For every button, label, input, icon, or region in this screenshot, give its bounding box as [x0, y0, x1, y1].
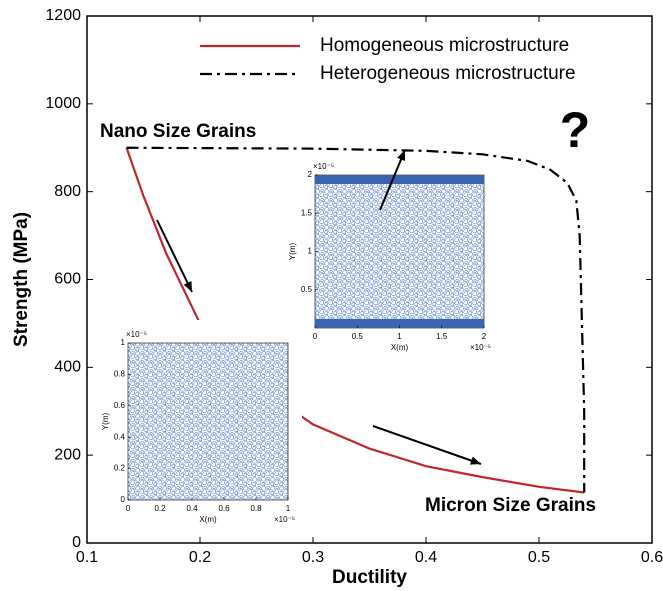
x-axis-label: X(m)	[199, 515, 217, 524]
inset: 0 0.5 1 1.5 2 0.5 1 1.5 2 X(m) Y(m) ×10⁻⁵ ×10⁻⁵	[288, 162, 497, 359]
y-scale-label: ×10⁻⁵	[313, 162, 334, 171]
y-axis-label: Y(m)	[101, 413, 110, 431]
y-tick-label: 800	[54, 183, 81, 200]
y-scale-label: ×10⁻⁵	[126, 330, 147, 339]
x-tick-label: 1	[286, 504, 291, 513]
y-tick-label: 0.4	[114, 432, 126, 441]
x-tick-label: 0.5	[352, 332, 364, 341]
x-tick-label: 0.2	[154, 504, 166, 513]
y-tick-label: 0.8	[114, 370, 126, 379]
y-tick-label: 1000	[45, 95, 81, 112]
y-tick-label: 400	[54, 359, 81, 376]
y-tick-label: 1.5	[301, 208, 313, 217]
arrow	[373, 426, 481, 464]
x-tick-label: 0.8	[250, 504, 262, 513]
x-tick-label: 0.6	[218, 504, 230, 513]
arrow-head	[397, 150, 405, 161]
chart: 0 0.2 0.4 0.6 0.8 1 0 0.2 0.4 0.6 0.8 1 X(m) Y(m) ×10⁻…	[0, 0, 663, 591]
y-tick-label: 1	[308, 247, 313, 256]
y-axis-label: Y(m)	[288, 243, 297, 261]
inset: 0 0.2 0.4 0.6 0.8 1 0 0.2 0.4 0.6 0.8 1 X(m) Y(m) ×10⁻…	[101, 320, 302, 532]
dense-band	[315, 175, 484, 184]
x-tick-label: 0	[126, 504, 131, 513]
x-axis-label: Ductility	[332, 567, 407, 588]
x-scale-label: ×10⁻⁵	[274, 515, 295, 524]
arrow	[157, 220, 192, 292]
x-tick-label: 0.4	[186, 504, 198, 513]
mesh	[315, 175, 484, 328]
legend-label: Homogeneous microstructure	[320, 35, 569, 56]
y-axis-label: Strength (MPa)	[11, 212, 32, 347]
y-tick-label: 1	[121, 338, 126, 347]
x-tick-label: 0.6	[641, 549, 663, 566]
x-tick-label: 0.5	[528, 549, 550, 566]
x-scale-label: ×10⁻⁵	[470, 343, 491, 352]
y-tick-label: 1200	[45, 7, 81, 24]
y-tick-label: 0	[72, 534, 81, 551]
legend-label: Heterogeneous microstructure	[320, 63, 576, 84]
x-tick-label: 0.2	[189, 549, 211, 566]
x-tick-label: 1.5	[436, 332, 448, 341]
y-tick-label: 2	[308, 170, 313, 179]
mesh	[128, 343, 288, 500]
annotation: Micron Size Grains	[425, 495, 596, 516]
y-tick-label: 0.6	[114, 401, 126, 410]
x-tick-label: 1	[397, 332, 402, 341]
x-tick-label: 0.4	[415, 549, 437, 566]
annotation: Nano Size Grains	[100, 121, 256, 142]
y-tick-label: 600	[54, 271, 81, 288]
x-tick-label: 0.3	[302, 549, 324, 566]
x-tick-label: 0.1	[76, 549, 98, 566]
x-tick-label: 0	[313, 332, 318, 341]
x-tick-label: 2	[482, 332, 487, 341]
x-axis-label: X(m)	[391, 343, 409, 352]
y-tick-label: 200	[54, 446, 81, 463]
arrow-head	[470, 457, 481, 465]
y-tick-label: 0.2	[114, 464, 126, 473]
y-tick-label: 0	[121, 495, 126, 504]
annotation: ?	[560, 102, 591, 158]
y-tick-label: 0.5	[301, 285, 313, 294]
